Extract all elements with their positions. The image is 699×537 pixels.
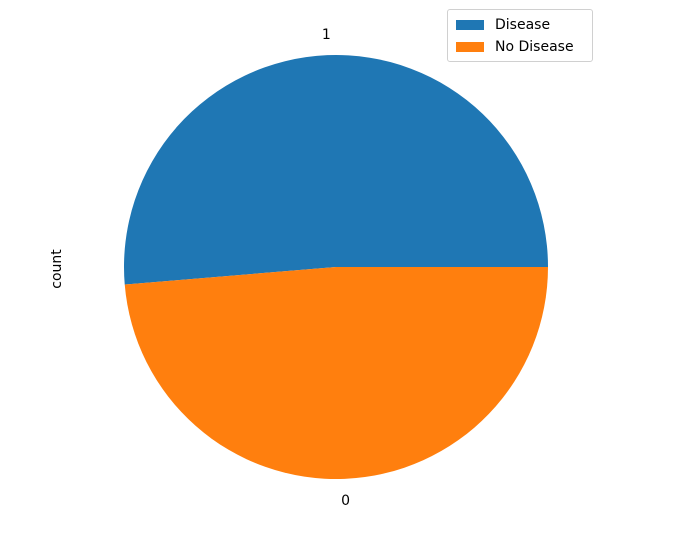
- legend-item-disease: Disease: [456, 16, 550, 34]
- pie-slices: [123, 54, 549, 479]
- legend: Disease No Disease: [447, 9, 593, 62]
- slice-label-0: 0: [341, 493, 350, 509]
- legend-label-no-disease: No Disease: [495, 39, 574, 55]
- pie-slice-disease: [123, 54, 548, 285]
- pie-slice-no-disease: [124, 267, 549, 479]
- legend-label-disease: Disease: [495, 17, 551, 33]
- legend-item-no-disease: No Disease: [456, 38, 574, 56]
- legend-swatch-disease: [456, 20, 484, 30]
- legend-swatch-no-disease: [456, 42, 484, 52]
- y-axis-label: count: [49, 249, 65, 289]
- slice-label-1: 1: [322, 27, 331, 43]
- slice-labels: 10: [322, 27, 350, 509]
